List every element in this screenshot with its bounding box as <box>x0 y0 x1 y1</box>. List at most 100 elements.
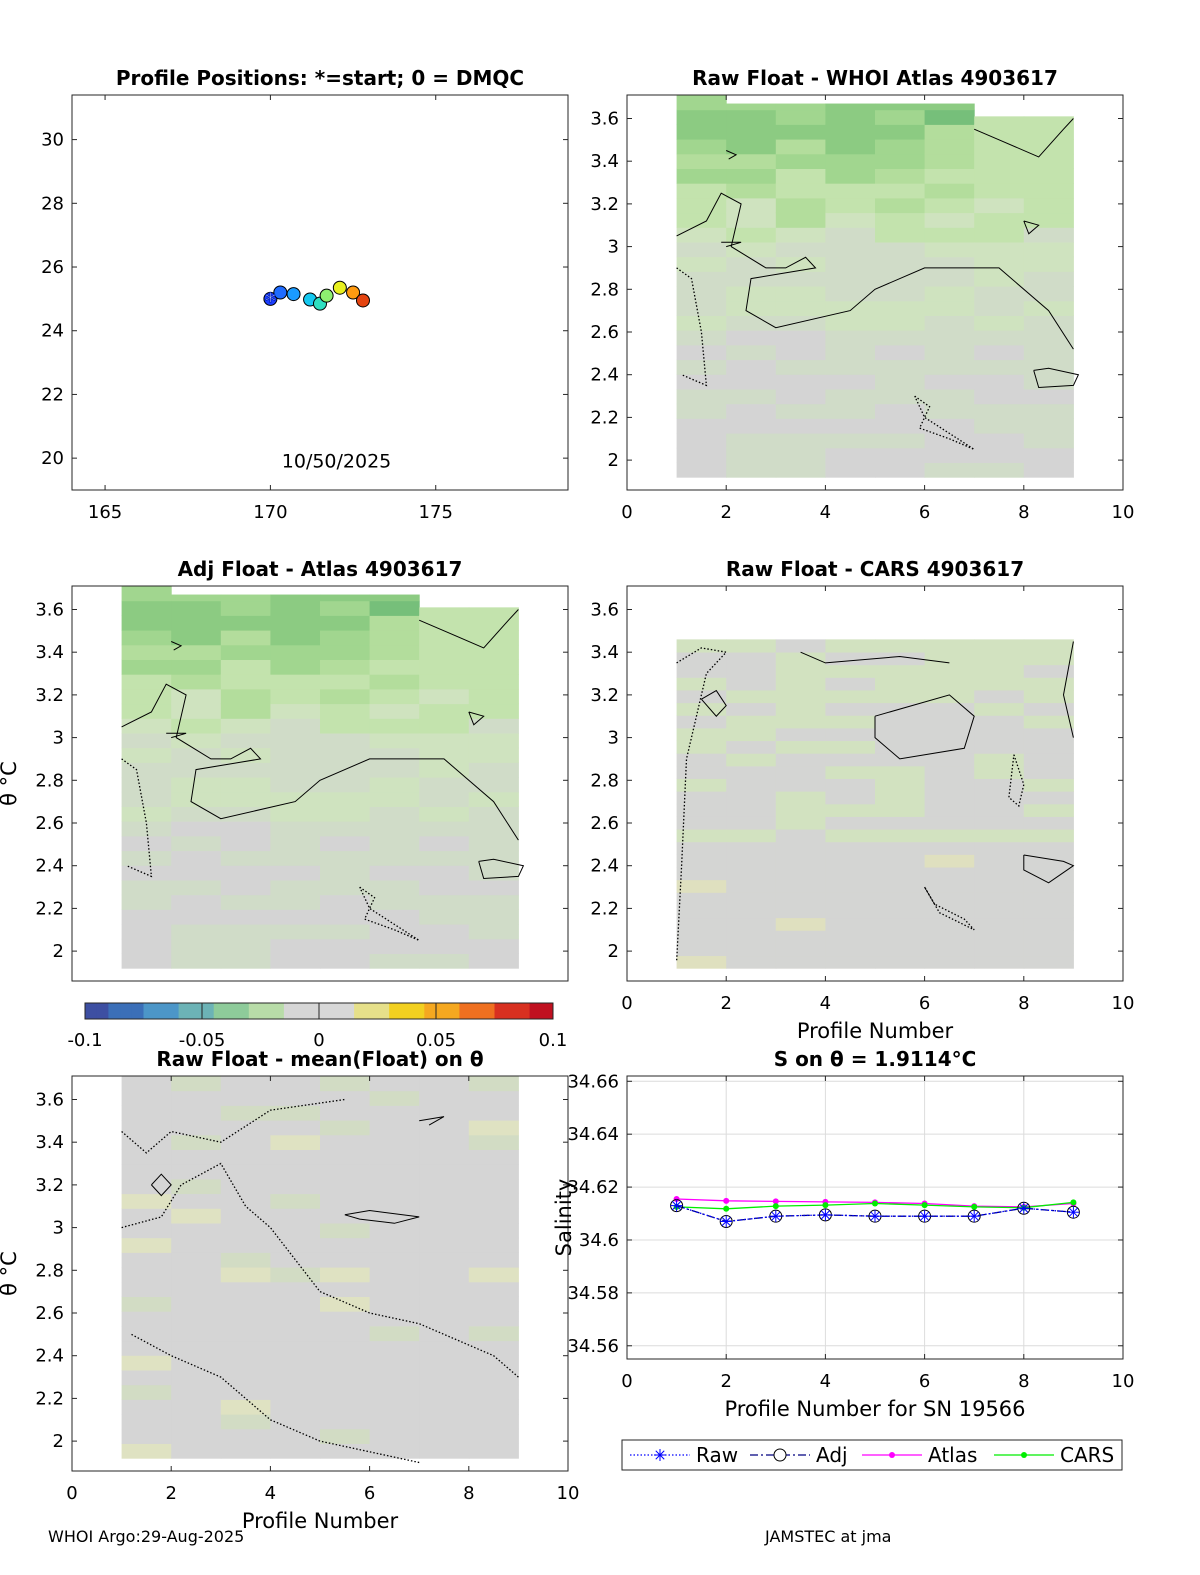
heatmap-cell <box>875 740 926 754</box>
heatmap-cell <box>726 462 777 478</box>
heatmap-cell <box>320 718 371 734</box>
heatmap-cell <box>320 1208 371 1224</box>
star-stroke <box>1068 1207 1078 1217</box>
heatmap-cell <box>974 791 1025 805</box>
contour-line <box>1008 754 1025 808</box>
heatmap-cell <box>1023 197 1074 214</box>
raw-atlas-chart: 0 2 4 6 8 10 2 2.2 2.4 2.6 2.8 3 3.2 3.4 3.6 Raw Float … <box>590 66 1134 523</box>
heatmap-cell <box>875 917 926 931</box>
heatmap-cell <box>171 703 222 719</box>
x-tick-label: 8 <box>463 1483 474 1504</box>
contour-line <box>468 711 485 726</box>
heatmap-cell <box>726 124 777 140</box>
y-tick-label: 2.6 <box>35 1303 64 1324</box>
x-tick-label: 10 <box>1112 502 1135 523</box>
heatmap-cell <box>726 727 777 742</box>
heatmap-cell <box>320 1267 371 1283</box>
heatmap-cell <box>270 1149 321 1165</box>
heatmap-cell <box>726 197 777 214</box>
heatmap-cell <box>320 1384 371 1400</box>
heatmap-cell <box>468 688 519 705</box>
heatmap-cell <box>121 659 172 675</box>
heatmap-cell <box>369 1178 420 1195</box>
raw-mean-chart: 0 2 4 6 8 10 2 2.2 2.4 2.6 2.8 3 3.2 3.4 3.6 Raw Float … <box>0 1047 579 1533</box>
heatmap-cell <box>320 894 371 910</box>
heatmap-cell <box>676 227 727 243</box>
y-tick-label: 3.6 <box>590 108 619 129</box>
chart-title: Profile Positions: *=start; 0 = DMQC <box>116 66 524 90</box>
heatmap-cell <box>676 241 727 258</box>
heatmap-cell <box>220 894 271 910</box>
x-tick-label: 0 <box>66 1483 77 1504</box>
position-point <box>332 280 347 295</box>
y-tick-label: 34.62 <box>567 1177 619 1198</box>
heatmap-cell <box>924 418 975 434</box>
heatmap-cell <box>320 924 371 940</box>
heatmap-cell <box>468 879 519 896</box>
heatmap-cell <box>220 1105 271 1121</box>
heatmap-cell <box>270 791 321 807</box>
heatmap-cell <box>468 909 519 925</box>
star-stroke <box>655 1450 665 1460</box>
data-point-raw <box>819 1208 832 1221</box>
contour-line <box>121 683 519 841</box>
heatmap-cell <box>775 829 826 843</box>
contour-line <box>800 651 950 664</box>
heatmap-cell <box>775 271 826 287</box>
x-tick-label: 10 <box>557 1483 580 1504</box>
heatmap-cell <box>270 1164 321 1180</box>
heatmap-cell <box>726 892 777 906</box>
heatmap-cell <box>320 806 371 822</box>
heatmap-cell <box>1023 300 1074 316</box>
heatmap-cell <box>676 212 727 228</box>
heatmap-cell <box>121 777 172 793</box>
contour-line <box>151 1173 172 1197</box>
heatmap-cell <box>220 1355 271 1371</box>
heatmap-cell <box>121 1311 172 1327</box>
heatmap-cell <box>121 850 172 866</box>
heatmap-cell <box>974 702 1025 716</box>
heatmap-cell <box>270 835 321 852</box>
heatmap-cell <box>726 241 777 258</box>
heatmap-cell <box>775 433 826 449</box>
heatmap-cell <box>121 806 172 822</box>
heatmap-cell <box>369 1193 420 1209</box>
x-tick-label: 2 <box>720 1371 731 1392</box>
heatmap-cell <box>369 1428 420 1444</box>
heatmap-cell <box>171 1120 222 1136</box>
heatmap-cell <box>468 806 519 822</box>
heatmap-cell <box>1023 286 1074 302</box>
heatmap-cell <box>121 1267 172 1283</box>
axes-frame <box>71 1075 569 1472</box>
heatmap-cell <box>369 630 420 646</box>
heatmap-cell <box>171 938 222 954</box>
heatmap-cell <box>775 639 826 653</box>
heatmap-cell <box>825 740 876 754</box>
heatmap-cell <box>468 894 519 910</box>
heatmap-cell <box>270 747 321 763</box>
colorbar-swatch <box>225 1003 238 1019</box>
heatmap-cell <box>676 315 727 331</box>
heatmap-cell <box>726 803 777 817</box>
x-tick-label: 10 <box>1112 993 1135 1014</box>
heatmap-cell <box>171 1237 222 1253</box>
heatmap-cell <box>924 300 975 316</box>
y-tick-label: 2.8 <box>590 279 619 300</box>
heatmap-cell <box>121 674 172 690</box>
heatmap-cell <box>270 953 321 969</box>
heatmap-cell <box>270 1414 321 1430</box>
heatmap-cell <box>924 168 975 184</box>
heatmap-cell <box>974 715 1025 729</box>
y-tick-label: 34.6 <box>579 1230 619 1251</box>
heatmap-cell <box>369 732 420 749</box>
heatmap-cell <box>419 644 470 660</box>
heatmap-cell <box>726 652 777 666</box>
heatmap-cell <box>825 139 876 155</box>
heatmap-cell <box>419 630 470 646</box>
heatmap-cell <box>974 778 1025 792</box>
heatmap-cell <box>320 732 371 749</box>
colorbar-swatch <box>412 1003 425 1019</box>
heatmap-cell <box>924 841 975 855</box>
heatmap-cell <box>676 139 727 155</box>
heatmap-cell <box>1023 344 1074 361</box>
